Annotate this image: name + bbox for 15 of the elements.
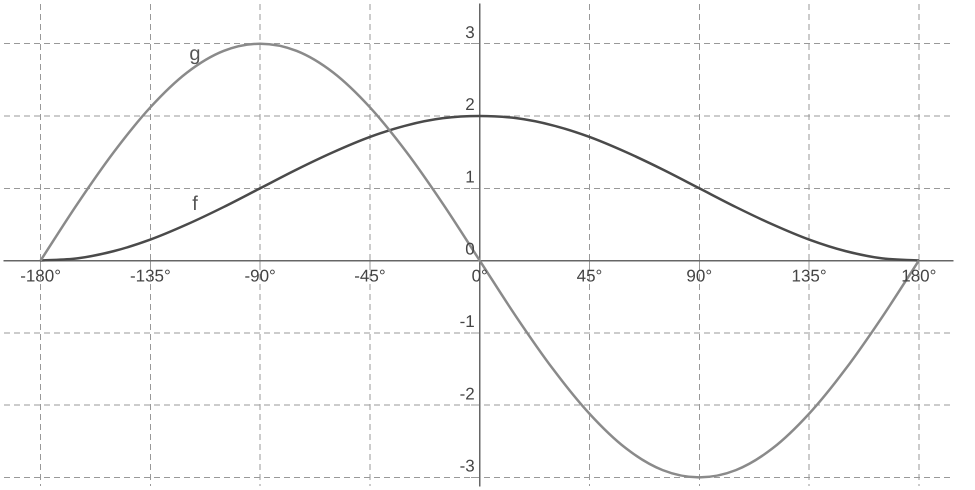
- y-tick-label: -3: [460, 456, 475, 476]
- y-tick-label: 1: [465, 167, 475, 186]
- y-tick-label: -1: [460, 312, 475, 331]
- series-label: f: [192, 192, 198, 215]
- x-tick-label: 90°: [686, 266, 712, 286]
- y-tick-label: 3: [465, 22, 475, 42]
- y-tick-label: 2: [465, 95, 475, 114]
- x-tick-label: -45°: [354, 266, 386, 286]
- x-tick-label: -90°: [244, 266, 276, 286]
- x-tick-label: 135°: [791, 266, 827, 286]
- x-tick-label: -135°: [130, 266, 171, 286]
- series-label: g: [189, 43, 201, 66]
- x-tick-label: -180°: [20, 266, 62, 286]
- y-tick-label: -2: [460, 384, 475, 404]
- x-tick-label: 45°: [576, 266, 602, 286]
